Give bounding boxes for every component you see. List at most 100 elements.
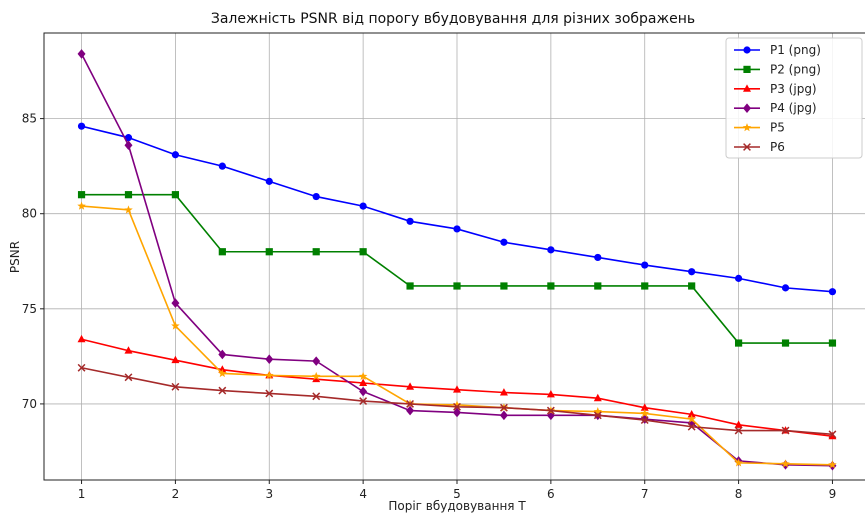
x-tick-label: 1 (78, 487, 86, 501)
data-point (359, 202, 367, 210)
x-tick-label: 9 (829, 487, 837, 501)
data-point (594, 282, 602, 290)
legend-label: P3 (jpg) (770, 82, 817, 96)
data-point (781, 284, 790, 292)
data-point (828, 430, 837, 439)
data-point (359, 248, 367, 256)
legend-label: P6 (770, 140, 785, 154)
series-6 (77, 363, 837, 439)
legend-label: P1 (png) (770, 43, 821, 57)
data-point (547, 282, 555, 290)
data-point (640, 408, 650, 418)
x-tick-label: 7 (641, 487, 649, 501)
data-point (312, 192, 320, 201)
data-point (218, 349, 227, 360)
data-point (781, 426, 790, 435)
series-3 (77, 334, 837, 440)
data-point (453, 407, 461, 418)
data-point (499, 388, 508, 396)
data-point (171, 382, 180, 391)
data-point (265, 354, 274, 365)
data-point (124, 191, 133, 199)
data-point (781, 459, 790, 468)
data-point (218, 368, 227, 378)
x-tick-label: 3 (265, 487, 273, 501)
data-point (688, 282, 696, 290)
data-point (406, 217, 414, 225)
data-point (640, 403, 649, 411)
series-1 (77, 122, 837, 296)
data-point (546, 410, 555, 421)
legend-marker (743, 143, 751, 151)
data-point (828, 460, 837, 469)
chart-title: Залежність PSNR від порогу вбудовування … (211, 11, 695, 27)
data-point (171, 151, 180, 159)
data-point (312, 392, 321, 401)
data-point (312, 356, 321, 366)
data-point (406, 282, 414, 290)
data-point (828, 288, 837, 296)
data-point (77, 191, 86, 199)
legend-marker (743, 65, 751, 73)
data-point (453, 385, 461, 393)
legend-marker (743, 103, 751, 113)
data-point (547, 246, 555, 254)
data-point (594, 253, 602, 262)
legend-marker (743, 84, 751, 92)
data-point (218, 248, 226, 256)
data-point (124, 346, 133, 354)
data-point (77, 122, 86, 130)
legend-label: P5 (770, 121, 785, 135)
legend-label: P2 (png) (770, 62, 821, 76)
data-point (687, 409, 696, 418)
data-point (406, 382, 415, 390)
series-2 (77, 191, 837, 347)
data-point (171, 298, 180, 308)
data-point (359, 386, 368, 397)
data-point (500, 238, 508, 246)
data-point (406, 405, 415, 416)
data-point (265, 389, 274, 398)
data-point (641, 282, 649, 290)
x-tick-label: 5 (453, 487, 461, 501)
legend: P1 (png) P2 (png) P3 (jpg) P4 (jpg) P5 P6 (725, 37, 863, 159)
data-point (593, 393, 602, 402)
y-tick-label: 75 (22, 302, 37, 316)
x-tick-label: 2 (172, 487, 180, 501)
data-point (453, 282, 461, 290)
series-layer (77, 49, 837, 471)
x-tick-label: 6 (547, 487, 555, 501)
data-point (688, 268, 696, 276)
data-point (593, 407, 603, 416)
data-point (546, 390, 555, 398)
data-point (687, 414, 696, 423)
legend-marker (743, 46, 751, 54)
data-point (734, 426, 743, 435)
data-point (734, 339, 743, 347)
data-point (312, 248, 320, 256)
data-point (453, 225, 461, 233)
data-point (265, 177, 273, 185)
data-point (453, 402, 461, 411)
data-point (358, 371, 368, 380)
data-point (359, 378, 368, 386)
data-point (77, 201, 86, 210)
x-axis: 1 2 3 4 5 6 7 8 9 (78, 480, 837, 501)
legend-marker (742, 123, 752, 132)
data-point (499, 410, 508, 421)
data-point (218, 162, 226, 170)
data-point (171, 355, 180, 364)
data-point (77, 363, 86, 372)
data-point (641, 261, 649, 269)
data-point (406, 399, 414, 408)
data-point (734, 274, 743, 282)
y-axis: 70 75 80 85 (22, 112, 44, 411)
data-point (124, 373, 133, 382)
data-point (359, 397, 368, 405)
x-tick-label: 4 (359, 487, 367, 501)
x-axis-label: Поріг вбудовування T (388, 499, 526, 513)
data-point (77, 49, 86, 59)
data-point (781, 339, 790, 347)
data-point (124, 140, 133, 151)
